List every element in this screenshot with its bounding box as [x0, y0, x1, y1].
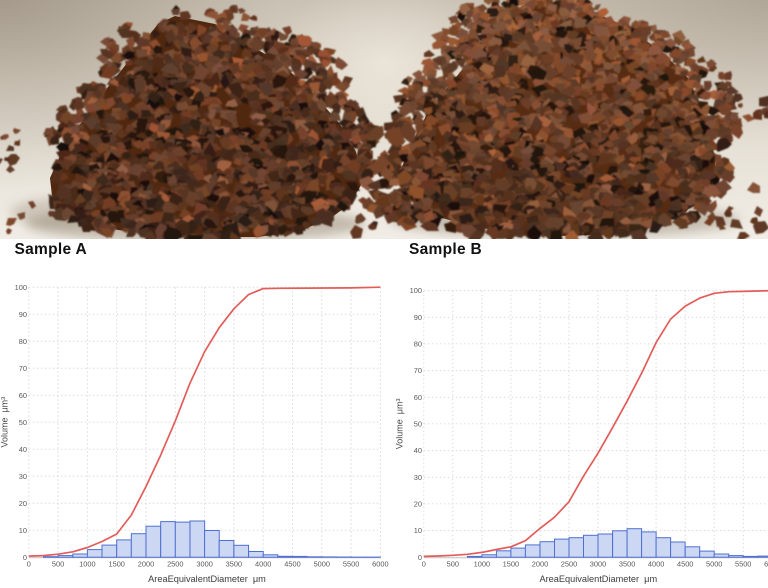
- svg-text:0: 0: [23, 553, 27, 562]
- svg-text:3500: 3500: [226, 560, 242, 569]
- svg-text:60: 60: [414, 393, 422, 402]
- svg-text:4500: 4500: [284, 560, 300, 569]
- svg-text:50: 50: [414, 420, 422, 429]
- svg-text:90: 90: [414, 313, 422, 322]
- svg-text:30: 30: [414, 473, 422, 482]
- svg-text:5000: 5000: [314, 560, 330, 569]
- svg-text:6000: 6000: [372, 560, 388, 569]
- svg-text:AreaEquivalentDiameter μm: AreaEquivalentDiameter μm: [148, 574, 266, 584]
- svg-text:AreaEquivalentDiameter μm: AreaEquivalentDiameter μm: [539, 574, 657, 584]
- svg-text:500: 500: [52, 560, 64, 569]
- svg-text:2000: 2000: [138, 560, 154, 569]
- svg-text:20: 20: [19, 499, 27, 508]
- svg-text:70: 70: [414, 366, 422, 375]
- svg-text:4000: 4000: [648, 560, 664, 569]
- svg-text:2500: 2500: [561, 560, 577, 569]
- svg-text:3500: 3500: [619, 560, 635, 569]
- svg-text:Sample A: Sample A: [15, 241, 87, 258]
- svg-text:4500: 4500: [677, 560, 693, 569]
- svg-text:1500: 1500: [108, 560, 124, 569]
- svg-text:5000: 5000: [706, 560, 722, 569]
- svg-text:40: 40: [414, 446, 422, 455]
- svg-text:20: 20: [414, 500, 422, 509]
- svg-text:3000: 3000: [196, 560, 212, 569]
- svg-text:80: 80: [414, 340, 422, 349]
- svg-text:80: 80: [19, 337, 27, 346]
- svg-text:0: 0: [418, 553, 422, 562]
- svg-text:1500: 1500: [503, 560, 519, 569]
- svg-text:10: 10: [414, 526, 422, 535]
- svg-text:0: 0: [422, 560, 426, 569]
- svg-text:90: 90: [19, 310, 27, 319]
- svg-text:40: 40: [19, 445, 27, 454]
- svg-text:Volume μm³: Volume μm³: [395, 399, 405, 450]
- svg-text:60: 60: [19, 391, 27, 400]
- svg-text:100: 100: [15, 283, 27, 292]
- svg-text:50: 50: [19, 418, 27, 427]
- svg-text:30: 30: [19, 472, 27, 481]
- svg-text:1000: 1000: [474, 560, 490, 569]
- svg-text:6000: 6000: [764, 560, 768, 569]
- svg-text:4000: 4000: [255, 560, 271, 569]
- svg-text:Volume μm³: Volume μm³: [0, 397, 10, 448]
- svg-text:2500: 2500: [167, 560, 183, 569]
- svg-text:5500: 5500: [735, 560, 751, 569]
- svg-text:100: 100: [410, 286, 422, 295]
- svg-text:0: 0: [27, 560, 31, 569]
- svg-text:70: 70: [19, 364, 27, 373]
- svg-text:2000: 2000: [532, 560, 548, 569]
- svg-text:10: 10: [19, 526, 27, 535]
- svg-text:5500: 5500: [343, 560, 359, 569]
- svg-text:1000: 1000: [79, 560, 95, 569]
- svg-text:3000: 3000: [590, 560, 606, 569]
- svg-text:500: 500: [447, 560, 459, 569]
- svg-text:Sample B: Sample B: [409, 241, 482, 258]
